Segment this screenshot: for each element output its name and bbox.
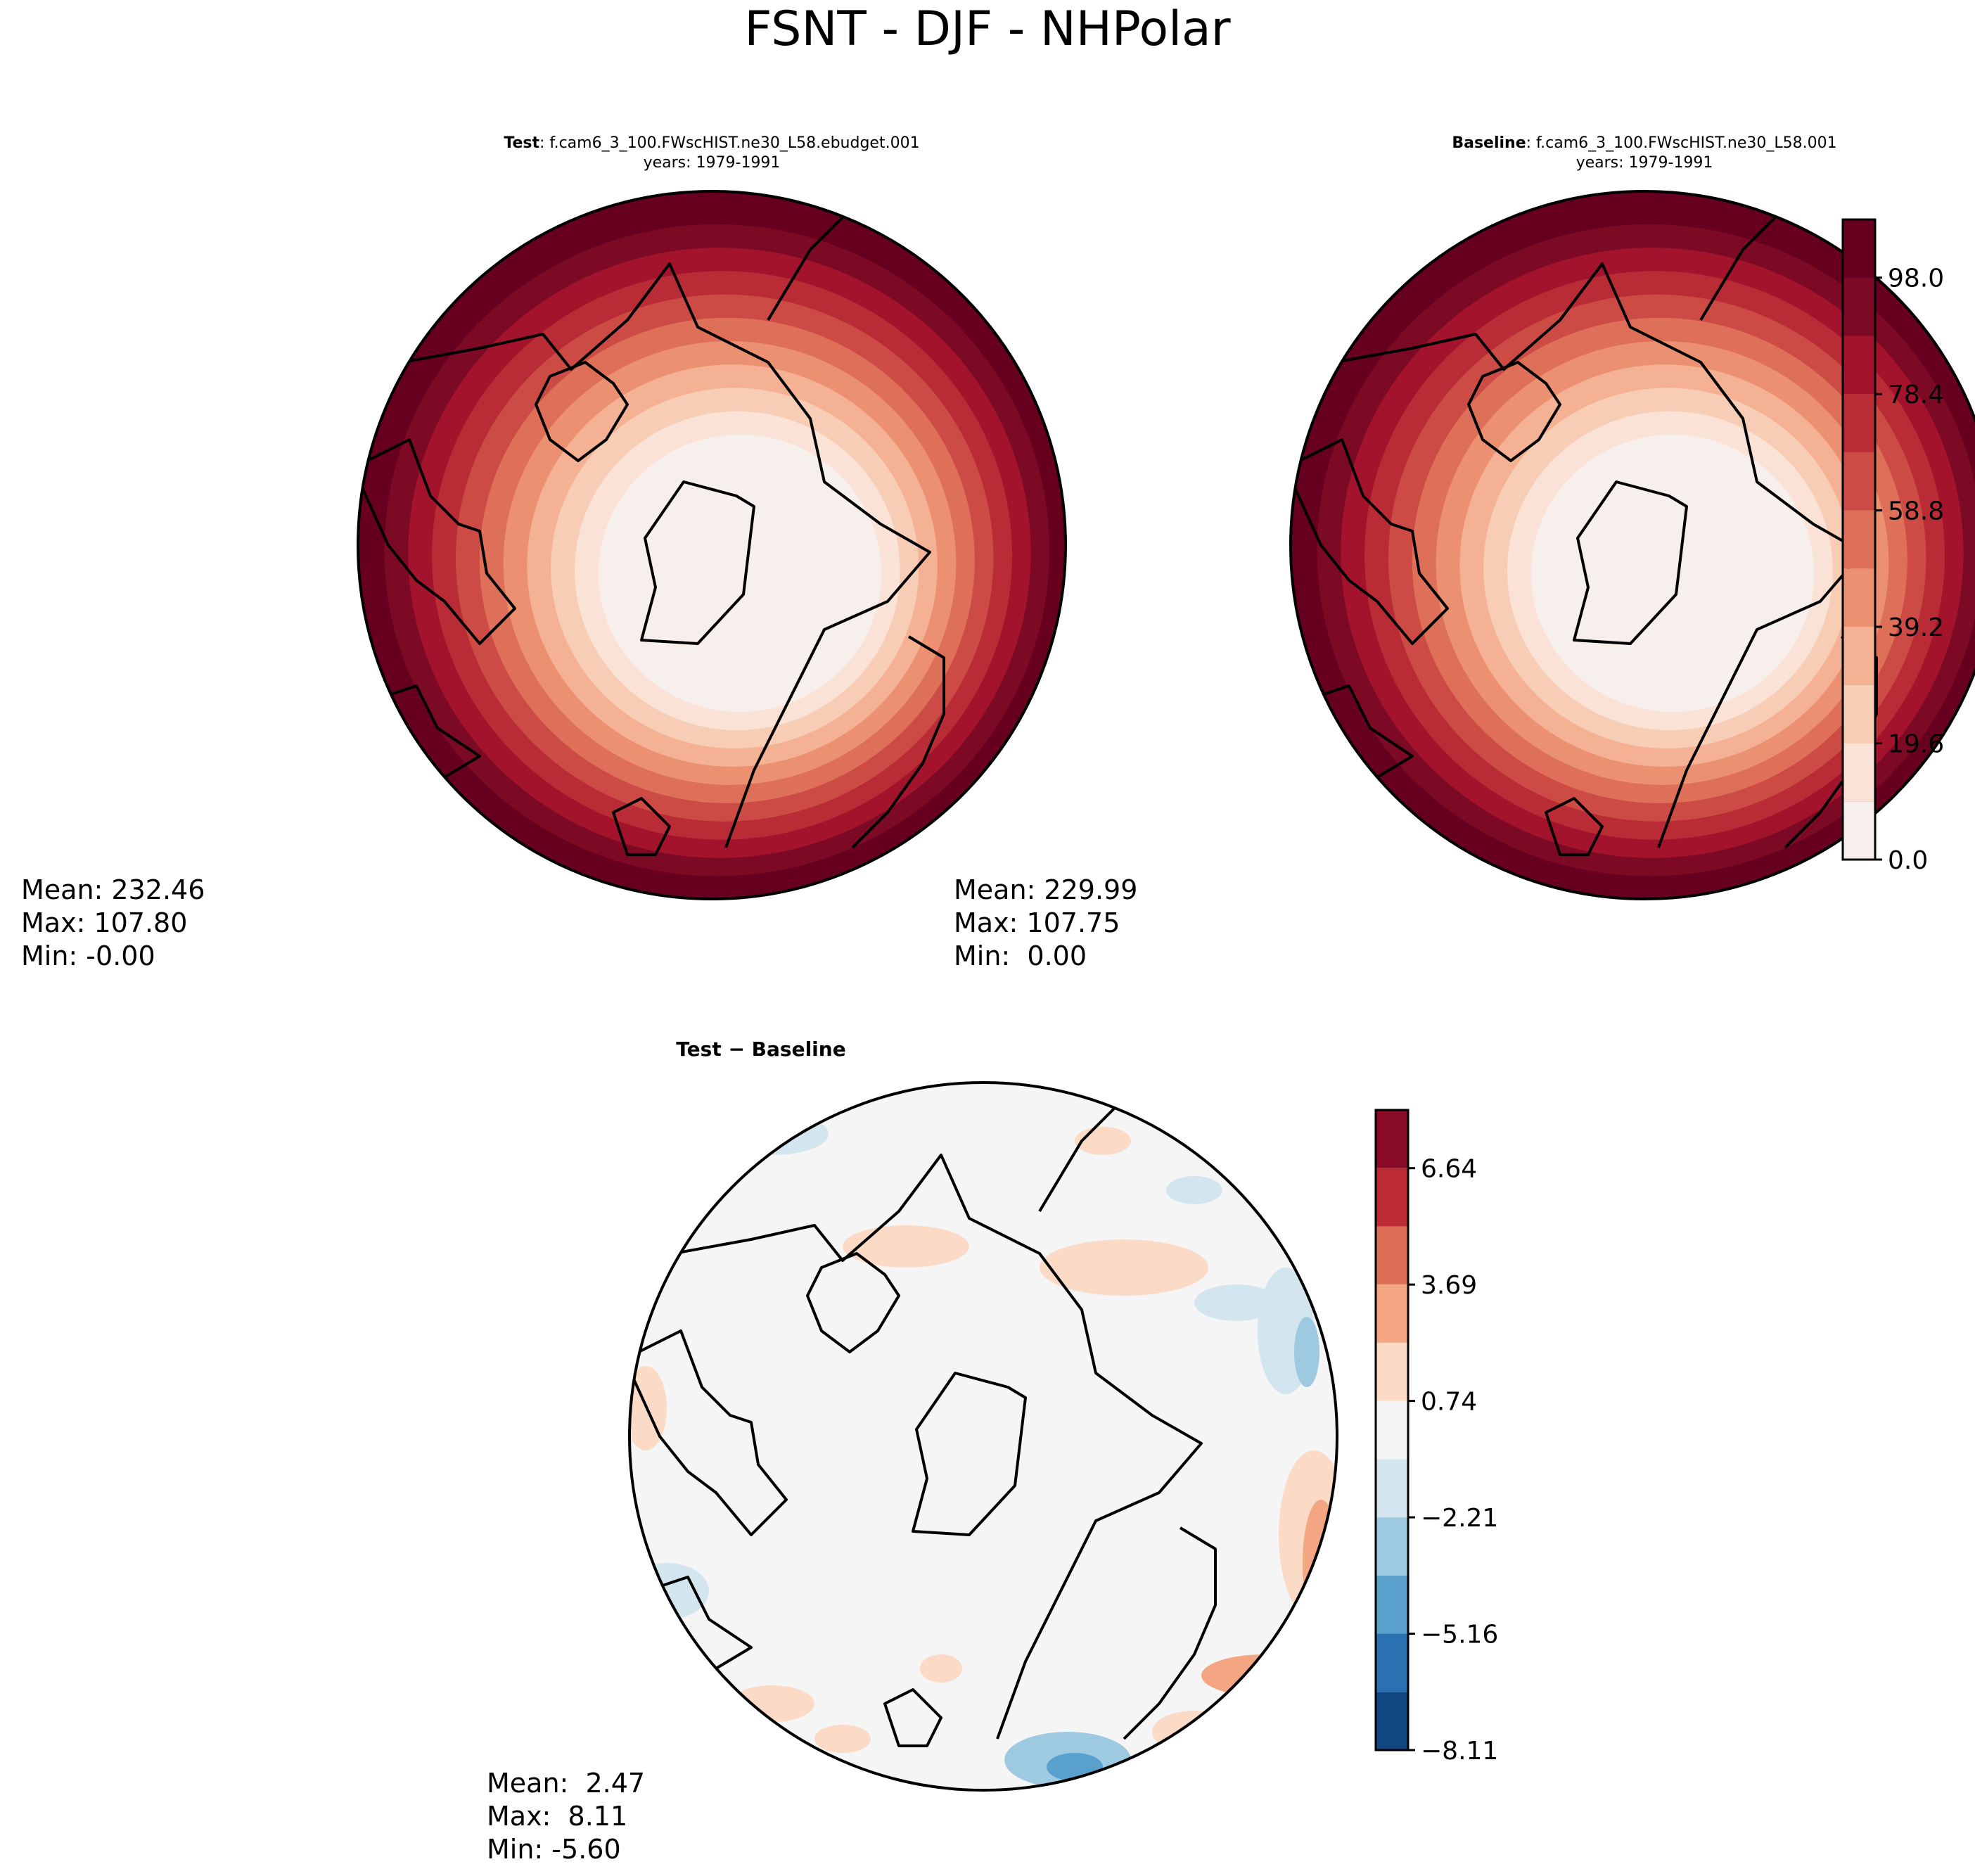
- difference-anomaly-2: [665, 1206, 682, 1217]
- difference-colorbar-segment-1: [1376, 1633, 1408, 1692]
- absolute-colorbar-tick-label: 0.0: [1888, 846, 1928, 875]
- difference-title: Test − Baseline: [676, 1038, 845, 1061]
- test-mean: Mean: 232.46: [21, 874, 205, 905]
- baseline-map: [1291, 191, 1975, 899]
- absolute-colorbar-segment-7: [1843, 394, 1875, 452]
- absolute-colorbar-segment-0: [1843, 801, 1875, 860]
- difference-anomaly-9: [1303, 1500, 1337, 1626]
- baseline-stats: Mean: 229.99 Max: 107.75 Min: 0.00: [954, 874, 1137, 973]
- figure-title: FSNT - DJF - NHPolar: [744, 1, 1230, 57]
- difference-anomaly-10: [1315, 1563, 1334, 1605]
- difference-colorbar-segment-8: [1376, 1226, 1408, 1285]
- difference-mean: Mean: 2.47: [487, 1768, 646, 1799]
- absolute-colorbar-frame: [1841, 218, 1877, 861]
- difference-map-border: [628, 1081, 1338, 1792]
- baseline-title-rest: : f.cam6_3_100.FWscHIST.ne30_L58.001: [1526, 134, 1837, 152]
- difference-colorbar-segment-9: [1376, 1168, 1408, 1227]
- absolute-colorbar-segment-5: [1843, 510, 1875, 569]
- difference-anomaly-11: [1201, 1654, 1328, 1697]
- difference-colorbar-tick-label: −5.16: [1421, 1621, 1498, 1650]
- test-title: Test: f.cam6_3_100.FWscHIST.ne30_L58.ebu…: [504, 134, 919, 152]
- absolute-colorbar-segment-2: [1843, 684, 1875, 744]
- baseline-years: years: 1979-1991: [1576, 154, 1713, 172]
- absolute-colorbar-tick-label: 39.2: [1888, 613, 1944, 642]
- difference-anomaly-1: [657, 1200, 691, 1223]
- difference-colorbar-segment-7: [1376, 1284, 1408, 1343]
- baseline-mean: Mean: 229.99: [954, 874, 1138, 905]
- absolute-colorbar-segment-4: [1843, 568, 1875, 627]
- test-max: Max: 107.80: [21, 907, 188, 938]
- difference-anomaly-4: [1040, 1239, 1208, 1296]
- difference-panel: Test − Baseline: [628, 1038, 1338, 1792]
- absolute-colorbar-segment-8: [1843, 336, 1875, 395]
- test-title-rest: : f.cam6_3_100.FWscHIST.ne30_L58.ebudget…: [539, 134, 920, 152]
- difference-colorbar-tick-label: 0.74: [1421, 1388, 1477, 1417]
- absolute-colorbar-tick-label: 78.4: [1888, 381, 1944, 409]
- difference-colorbar-segment-0: [1376, 1692, 1408, 1750]
- test-title-bold: Test: [504, 134, 539, 152]
- difference-colorbar-frame: [1374, 1109, 1410, 1751]
- absolute-colorbar-segment-10: [1843, 219, 1875, 278]
- difference-colorbar-segment-3: [1376, 1517, 1408, 1576]
- absolute-colorbar-tick-label: 98.0: [1888, 264, 1944, 293]
- difference-colorbar-segment-10: [1376, 1110, 1408, 1168]
- difference-anomaly-5: [1194, 1284, 1279, 1321]
- absolute-colorbar-tick-label: 58.8: [1888, 497, 1944, 526]
- colorbar-difference: −8.11 −5.16 −2.21 0.74 3.69 6.64: [1374, 1109, 1498, 1766]
- difference-min: Min: -5.60: [487, 1834, 621, 1865]
- difference-colorbar-segment-4: [1376, 1459, 1408, 1518]
- test-years: years: 1979-1991: [644, 154, 781, 172]
- test-map: [358, 191, 1066, 899]
- colorbar-absolute: 0.0 19.6 39.2 58.8 78.4 98.0: [1841, 218, 1944, 875]
- test-panel: Test: f.cam6_3_100.FWscHIST.ne30_L58.ebu…: [357, 134, 1067, 900]
- difference-colorbar-tick-label: 6.64: [1421, 1155, 1477, 1184]
- difference-anomaly-12: [1152, 1711, 1236, 1753]
- difference-anomaly-0: [646, 1193, 702, 1230]
- absolute-colorbar-tick-label: 19.6: [1888, 730, 1944, 759]
- absolute-colorbar-segment-1: [1843, 743, 1875, 802]
- baseline-contour-level-0: [1530, 434, 1815, 713]
- difference-anomaly-3: [843, 1225, 969, 1268]
- difference-anomaly-7: [1294, 1317, 1319, 1387]
- difference-anomaly-22: [1166, 1176, 1222, 1204]
- baseline-map-border: [1289, 190, 1975, 900]
- baseline-title-bold: Baseline: [1452, 134, 1526, 152]
- difference-max: Max: 8.11: [487, 1801, 628, 1832]
- baseline-max: Max: 107.75: [954, 907, 1120, 938]
- test-map-border: [357, 190, 1067, 900]
- absolute-colorbar-segment-6: [1843, 452, 1875, 511]
- difference-colorbar-tick-label: 3.69: [1421, 1271, 1477, 1300]
- test-contour-level-0: [598, 434, 882, 713]
- baseline-panel: Baseline: f.cam6_3_100.FWscHIST.ne30_L58…: [1289, 134, 1975, 900]
- difference-colorbar-segment-2: [1376, 1575, 1408, 1634]
- absolute-colorbar-segment-9: [1843, 277, 1875, 336]
- test-stats: Mean: 232.46 Max: 107.80 Min: -0.00: [21, 874, 205, 973]
- difference-colorbar-segment-5: [1376, 1400, 1408, 1460]
- difference-stats: Mean: 2.47 Max: 8.11 Min: -5.60: [487, 1767, 645, 1866]
- absolute-colorbar-segment-3: [1843, 627, 1875, 685]
- difference-anomaly-14: [716, 1113, 829, 1155]
- difference-colorbar-segment-6: [1376, 1342, 1408, 1401]
- baseline-min: Min: 0.00: [954, 940, 1087, 971]
- difference-anomaly-17: [730, 1685, 814, 1722]
- difference-colorbar-tick-label: −2.21: [1421, 1504, 1498, 1533]
- difference-anomaly-21: [814, 1725, 871, 1753]
- difference-colorbar-tick-label: −8.11: [1421, 1737, 1498, 1766]
- difference-anomaly-19: [920, 1654, 962, 1683]
- baseline-title: Baseline: f.cam6_3_100.FWscHIST.ne30_L58…: [1452, 134, 1836, 152]
- test-min: Min: -0.00: [21, 940, 155, 971]
